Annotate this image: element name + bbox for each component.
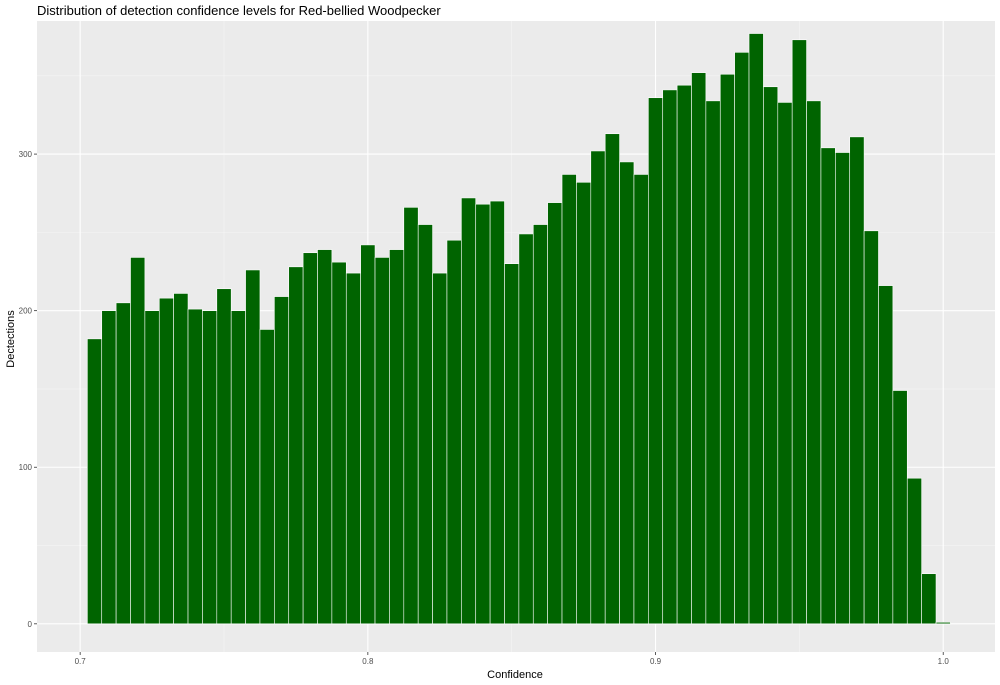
histogram-bar (87, 338, 103, 625)
histogram-bar (504, 263, 520, 625)
histogram-bar (705, 100, 721, 625)
x-tick-label: 1.0 (938, 657, 950, 666)
histogram-bar (662, 89, 678, 625)
chart-title: Distribution of detection confidence lev… (37, 3, 441, 18)
histogram-bar (230, 310, 246, 625)
histogram-bar (173, 293, 189, 625)
histogram-bar (849, 136, 865, 625)
histogram-bar (806, 100, 822, 625)
histogram-bar (389, 249, 405, 625)
histogram-bar (115, 302, 131, 625)
histogram-bar (432, 272, 448, 625)
histogram-bar (719, 73, 735, 625)
x-axis-ticks: 0.7 0.8 0.9 1.0 (75, 652, 950, 666)
histogram-bar (935, 621, 951, 625)
histogram-bar (619, 161, 635, 625)
histogram-bar (331, 261, 347, 625)
histogram-bar (288, 266, 304, 625)
x-tick-label: 0.8 (362, 657, 374, 666)
histogram-bar (461, 197, 477, 625)
histogram-bar (676, 84, 692, 625)
y-tick-label: 300 (19, 150, 33, 159)
histogram-bars (87, 33, 951, 625)
y-tick-label: 200 (19, 307, 33, 316)
histogram-bar (734, 52, 750, 625)
histogram-bar (878, 285, 894, 625)
histogram-bar (820, 147, 836, 625)
histogram-bar (633, 174, 649, 625)
histogram-bar (216, 288, 232, 625)
y-axis-title: Dectections (5, 310, 17, 368)
histogram-bar (202, 310, 218, 625)
histogram-bar (892, 390, 908, 625)
histogram-bar (360, 244, 376, 625)
histogram-bar (748, 33, 764, 625)
histogram-bar (245, 269, 261, 625)
histogram-bar (130, 257, 146, 625)
histogram-bar (475, 203, 491, 625)
histogram-bar (532, 224, 548, 625)
histogram-bar (417, 224, 433, 625)
histogram-bar (763, 86, 779, 625)
histogram-bar (158, 297, 174, 625)
histogram-bar (302, 252, 318, 625)
y-tick-label: 100 (19, 463, 33, 472)
histogram-bar (604, 133, 620, 625)
x-tick-label: 0.9 (650, 657, 662, 666)
y-axis-ticks: 0 100 200 300 (19, 150, 37, 629)
histogram-bar (345, 272, 361, 625)
histogram-bar (691, 72, 707, 625)
histogram-bar (835, 152, 851, 625)
histogram-bar (259, 329, 275, 625)
histogram-bar (144, 310, 160, 625)
histogram-bar (921, 573, 937, 625)
histogram-bar (547, 202, 563, 625)
histogram-bar (590, 150, 606, 625)
histogram-bar (489, 200, 505, 625)
histogram-bar (403, 207, 419, 625)
x-axis-title: Confidence (487, 669, 543, 681)
x-tick-label: 0.7 (75, 657, 87, 666)
histogram-bar (446, 239, 462, 625)
histogram-bar (863, 230, 879, 625)
y-tick-label: 0 (28, 620, 33, 629)
histogram-bar (561, 174, 577, 625)
histogram-bar (791, 39, 807, 625)
histogram-bar (317, 249, 333, 625)
histogram-bar (101, 310, 117, 625)
histogram-bar (518, 233, 534, 625)
histogram-bar (576, 181, 592, 625)
histogram-bar (187, 308, 203, 625)
histogram-bar (274, 296, 290, 625)
histogram-bar (374, 257, 390, 625)
histogram-bar (906, 477, 922, 625)
histogram-bar (648, 97, 664, 625)
histogram-bar (777, 102, 793, 625)
